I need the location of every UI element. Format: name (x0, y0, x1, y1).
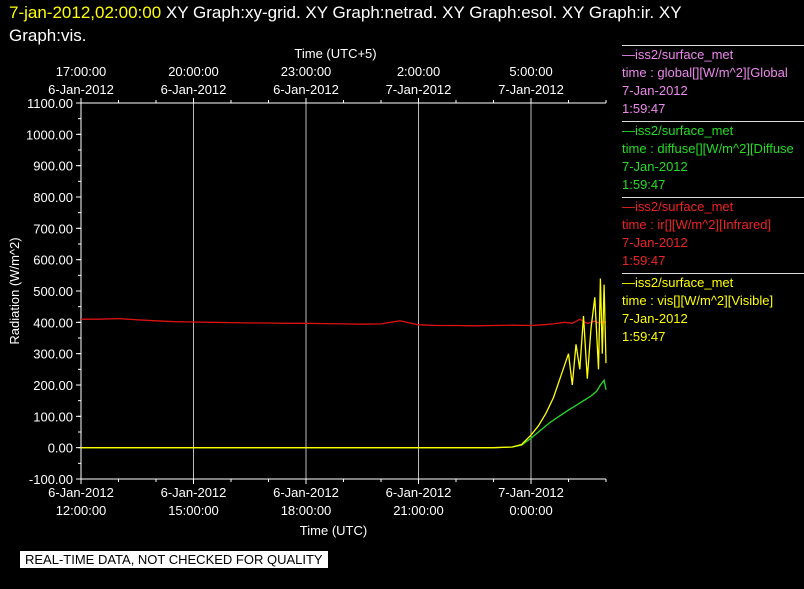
legend-variable: time : diffuse[][W/m^2][Diffuse (622, 141, 794, 156)
y-tick-label: 400.00 (33, 315, 73, 330)
y-tick-label: -100.00 (29, 472, 73, 487)
legend-source: —iss2/surface_met (622, 199, 734, 214)
graph-title-line-2: Graph:vis. (9, 26, 87, 45)
x-tick-time: 15:00:00 (168, 503, 219, 518)
graph-list: XY Graph:xy-grid. XY Graph:netrad. XY Gr… (161, 3, 682, 22)
legend-variable: time : ir[][W/m^2][Infrared] (622, 217, 772, 232)
y-tick-label: 300.00 (33, 347, 73, 362)
legend-separator (622, 121, 804, 122)
top-tick-date: 7-Jan-2012 (498, 82, 564, 97)
series-diffuse-line (81, 378, 607, 449)
top-tick-time: 2:00:00 (397, 64, 440, 79)
grid-lines (193, 103, 532, 479)
legend-time: 1:59:47 (622, 177, 666, 192)
y-tick-label: 700.00 (33, 221, 73, 236)
top-tick-time: 5:00:00 (509, 64, 552, 79)
y-axis-label: Radiation (W/m^2) (7, 237, 22, 344)
y-tick-label: 1100.00 (27, 96, 73, 111)
y-tick-label: 600.00 (33, 253, 73, 268)
legend-variable: time : global[][W/m^2][Global (622, 65, 788, 80)
series-lines (81, 278, 607, 449)
x-tick-date: 6-Jan-2012 (386, 485, 452, 500)
y-tick-label: 500.00 (33, 284, 73, 299)
legend-separator (622, 273, 804, 274)
y-tick-label: 800.00 (33, 190, 73, 205)
legend-source: —iss2/surface_met (622, 123, 734, 138)
x-tick-time: 12:00:00 (56, 503, 107, 518)
x-tick-date: 7-Jan-2012 (498, 485, 564, 500)
series-vis-line (81, 278, 607, 449)
x-tick-date: 6-Jan-2012 (161, 485, 227, 500)
y-tick-label: 200.00 (33, 378, 73, 393)
top-tick-date: 7-Jan-2012 (386, 82, 452, 97)
legend-date: 7-Jan-2012 (622, 235, 688, 250)
x-tick-time: 18:00:00 (281, 503, 332, 518)
top-tick-date: 6-Jan-2012 (273, 82, 339, 97)
legend-date: 7-Jan-2012 (622, 159, 688, 174)
y-tick-label: 1000.00 (26, 127, 73, 142)
x-tick-date: 6-Jan-2012 (48, 485, 114, 500)
x-tick-date: 6-Jan-2012 (273, 485, 339, 500)
legend-source: —iss2/surface_met (622, 47, 734, 62)
x-tick-time: 0:00:00 (509, 503, 552, 518)
y-tick-label: 0.00 (48, 441, 73, 456)
top-tick-time: 17:00:00 (56, 64, 107, 79)
legend-separator (622, 197, 804, 198)
top-tick-time: 20:00:00 (168, 64, 219, 79)
legend-source: —iss2/surface_met (622, 275, 734, 290)
x-tick-time: 21:00:00 (393, 503, 444, 518)
legend-variable: time : vis[][W/m^2][Visible] (622, 293, 774, 308)
legend-date: 7-Jan-2012 (622, 311, 688, 326)
legend-time: 1:59:47 (622, 253, 666, 268)
axis-labels: 6-Jan-2012 12:00:00 6-Jan-2012 15:00:00 6-Ja… (7, 46, 564, 538)
y-tick-label: 100.00 (33, 409, 73, 424)
graph-title-line-1: 7-jan-2012,02:00:00 XY Graph:xy-grid. XY… (9, 3, 682, 23)
top-axis-label: Time (UTC+5) (294, 46, 376, 61)
quality-disclaimer: REAL-TIME DATA, NOT CHECKED FOR QUALITY (20, 551, 328, 568)
legend-date: 7-Jan-2012 (622, 83, 688, 98)
series-ir-line (81, 317, 607, 327)
top-tick-date: 6-Jan-2012 (161, 82, 227, 97)
axes (76, 98, 607, 484)
legend-time: 1:59:47 (622, 101, 666, 116)
x-axis-label: Time (UTC) (300, 523, 367, 538)
top-tick-date: 6-Jan-2012 (48, 82, 114, 97)
legend-time: 1:59:47 (622, 329, 666, 344)
y-tick-label: 900.00 (33, 159, 73, 174)
top-tick-time: 23:00:00 (281, 64, 332, 79)
legend-separator (622, 45, 804, 46)
graph-datetime: 7-jan-2012,02:00:00 (9, 3, 162, 22)
